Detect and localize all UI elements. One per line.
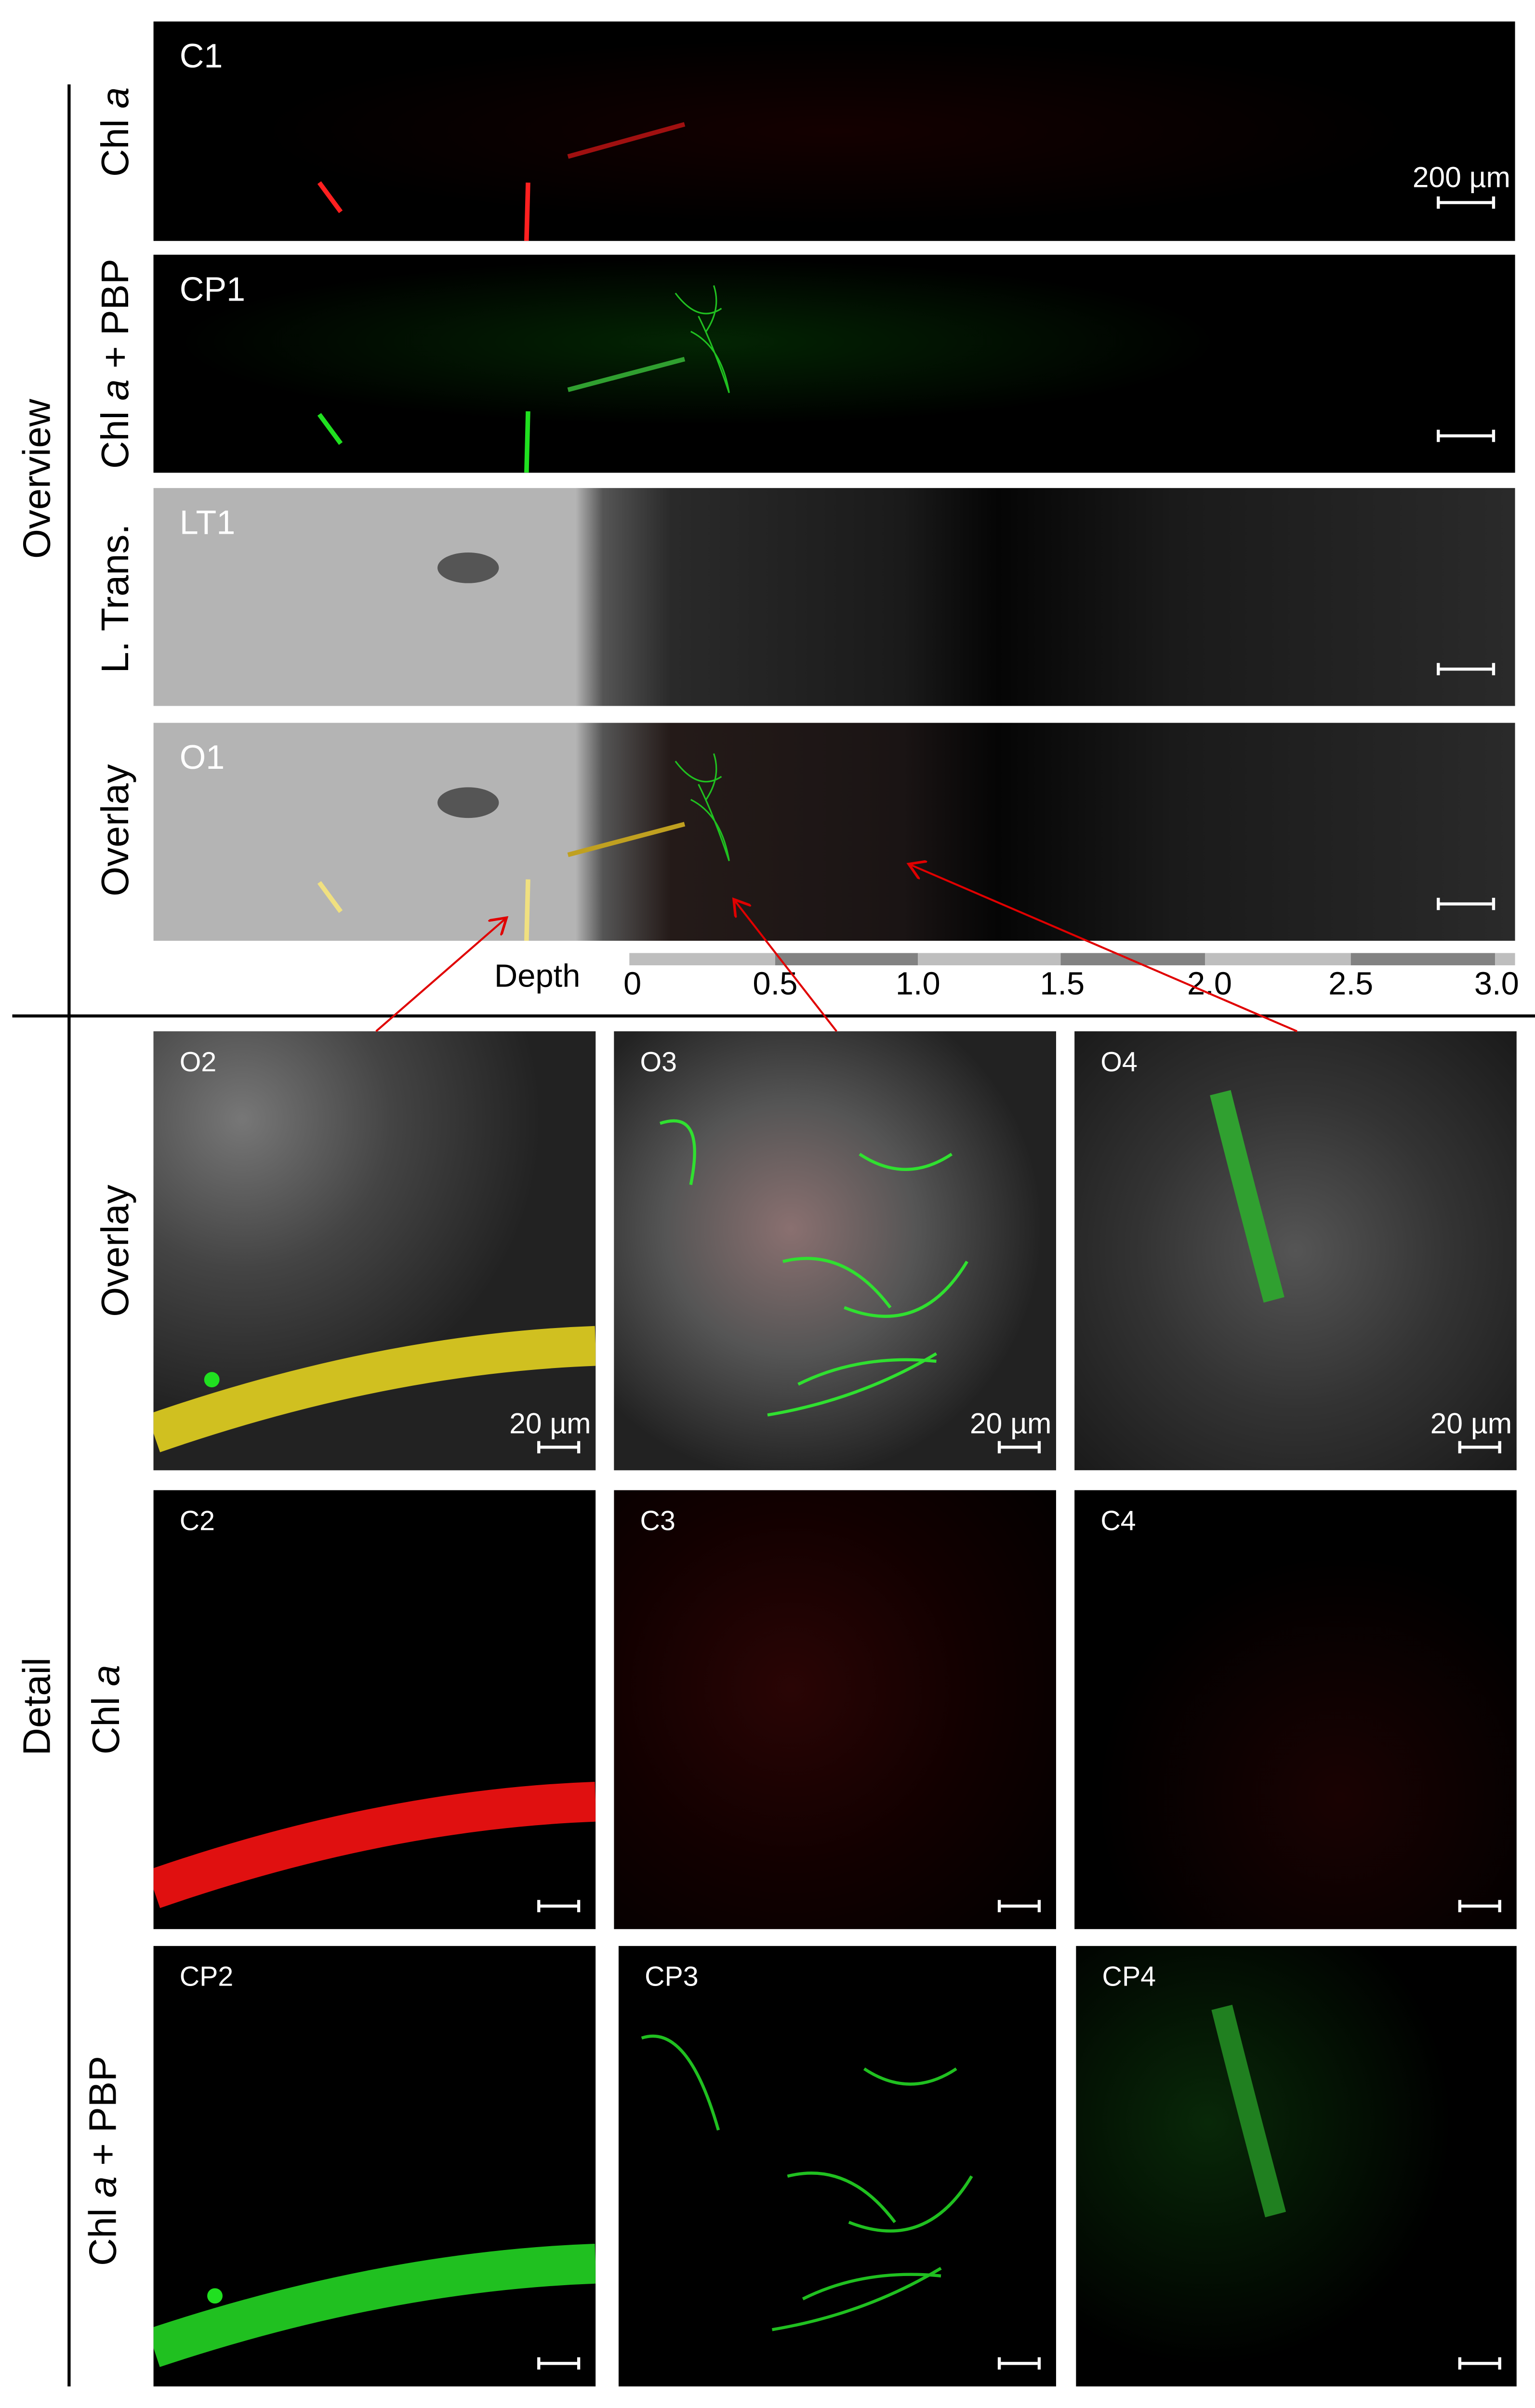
filament bbox=[153, 2243, 596, 2367]
panel-label: C2 bbox=[179, 1505, 215, 1537]
sediment-particle bbox=[437, 552, 499, 583]
depth-tick: 1.5 bbox=[1040, 967, 1085, 1002]
scale-bar bbox=[997, 2357, 1041, 2370]
scale-bar bbox=[537, 1441, 581, 1454]
panel-c2: C2 bbox=[153, 1490, 596, 1929]
depth-segment bbox=[1060, 953, 1205, 965]
panel-label: CP4 bbox=[1102, 1961, 1156, 1992]
depth-segment bbox=[1495, 953, 1515, 965]
panel-label: CP1 bbox=[179, 270, 246, 309]
detail-section-label: Detail bbox=[16, 1658, 59, 1756]
scale-bar bbox=[1437, 430, 1495, 442]
scale-bar bbox=[1437, 897, 1495, 910]
depth-segment bbox=[918, 953, 1061, 965]
panel-label: O3 bbox=[640, 1046, 677, 1078]
panel-cp2: CP2 bbox=[153, 1946, 596, 2387]
pbp-filaments bbox=[317, 285, 730, 473]
scale-bar bbox=[1458, 2357, 1501, 2370]
row-label-overlay: Overlay bbox=[94, 764, 138, 896]
panel-o4: O4 20 µm bbox=[1074, 1031, 1517, 1471]
depth-tick: 2.0 bbox=[1187, 967, 1232, 1002]
sediment-particle bbox=[437, 787, 499, 818]
depth-label: Depth bbox=[494, 959, 581, 995]
scale-bar bbox=[1458, 1900, 1501, 1912]
panel-o3: O3 20 µm bbox=[614, 1031, 1056, 1471]
depth-segment bbox=[629, 953, 775, 965]
panel-c3: C3 bbox=[614, 1490, 1056, 1929]
panel-label: O2 bbox=[179, 1046, 217, 1078]
scale-bar-label: 200 µm bbox=[1412, 162, 1511, 195]
panel-c4: C4 bbox=[1074, 1490, 1517, 1929]
scale-bar bbox=[1437, 196, 1495, 209]
scale-bar bbox=[997, 1900, 1041, 1912]
panel-label: C3 bbox=[640, 1505, 675, 1537]
scale-bar-label: 20 µm bbox=[969, 1408, 1052, 1441]
panel-cp4: CP4 bbox=[1076, 1946, 1517, 2387]
section-divider bbox=[12, 1014, 1535, 1017]
filament bbox=[1210, 1090, 1284, 1303]
filaments bbox=[659, 1119, 968, 1417]
scale-bar bbox=[997, 1441, 1041, 1454]
left-axis-line bbox=[67, 84, 70, 2387]
panel-label: C4 bbox=[1100, 1505, 1136, 1537]
depth-segment bbox=[1205, 953, 1351, 965]
depth-tick: 0 bbox=[623, 967, 642, 1002]
filament bbox=[1211, 2004, 1286, 2218]
depth-tick: 3.0 bbox=[1474, 967, 1519, 1002]
panel-label: CP3 bbox=[645, 1961, 699, 1992]
scale-bar bbox=[537, 1900, 581, 1912]
panel-o2: O2 20 µm bbox=[153, 1031, 596, 1471]
scale-bar-label: 20 µm bbox=[1430, 1408, 1512, 1441]
detail-row-label-chl-a-pbp: Chl a + PBP bbox=[82, 2055, 125, 2266]
panel-label: O4 bbox=[1100, 1046, 1138, 1078]
overlay-filaments bbox=[317, 753, 730, 941]
detail-row-label-chl-a: Chl a bbox=[85, 1665, 129, 1755]
panel-label: LT1 bbox=[179, 503, 236, 542]
overview-section-label: Overview bbox=[16, 399, 59, 559]
panel-label: CP2 bbox=[179, 1961, 234, 1992]
scale-bar bbox=[1458, 1441, 1501, 1454]
row-label-chl-a: Chl a bbox=[94, 87, 138, 177]
row-label-chl-a-pbp: Chl a + PBP bbox=[94, 259, 138, 469]
panel-label: O1 bbox=[179, 738, 225, 777]
depth-tick: 1.0 bbox=[895, 967, 940, 1002]
panel-cp1: CP1 bbox=[153, 254, 1515, 473]
scale-bar-label: 20 µm bbox=[509, 1408, 591, 1441]
depth-tick: 0.5 bbox=[753, 967, 798, 1002]
filament bbox=[153, 1326, 596, 1452]
scale-bar bbox=[537, 2357, 581, 2370]
chl-a-filaments bbox=[317, 122, 686, 241]
scale-bar bbox=[1437, 663, 1495, 675]
filament bbox=[153, 1781, 596, 1908]
row-label-light-transmission: L. Trans. bbox=[94, 524, 138, 673]
panel-label: C1 bbox=[179, 37, 223, 76]
depth-segment bbox=[1350, 953, 1495, 965]
panel-lt1: LT1 bbox=[153, 488, 1515, 706]
detail-row-label-overlay: Overlay bbox=[94, 1184, 138, 1317]
filaments bbox=[641, 2034, 973, 2331]
panel-o1: O1 bbox=[153, 723, 1515, 941]
panel-c1: C1 200 µm bbox=[153, 21, 1515, 241]
depth-segment bbox=[775, 953, 918, 965]
panel-cp3: CP3 bbox=[618, 1946, 1056, 2387]
depth-tick: 2.5 bbox=[1328, 967, 1374, 1002]
